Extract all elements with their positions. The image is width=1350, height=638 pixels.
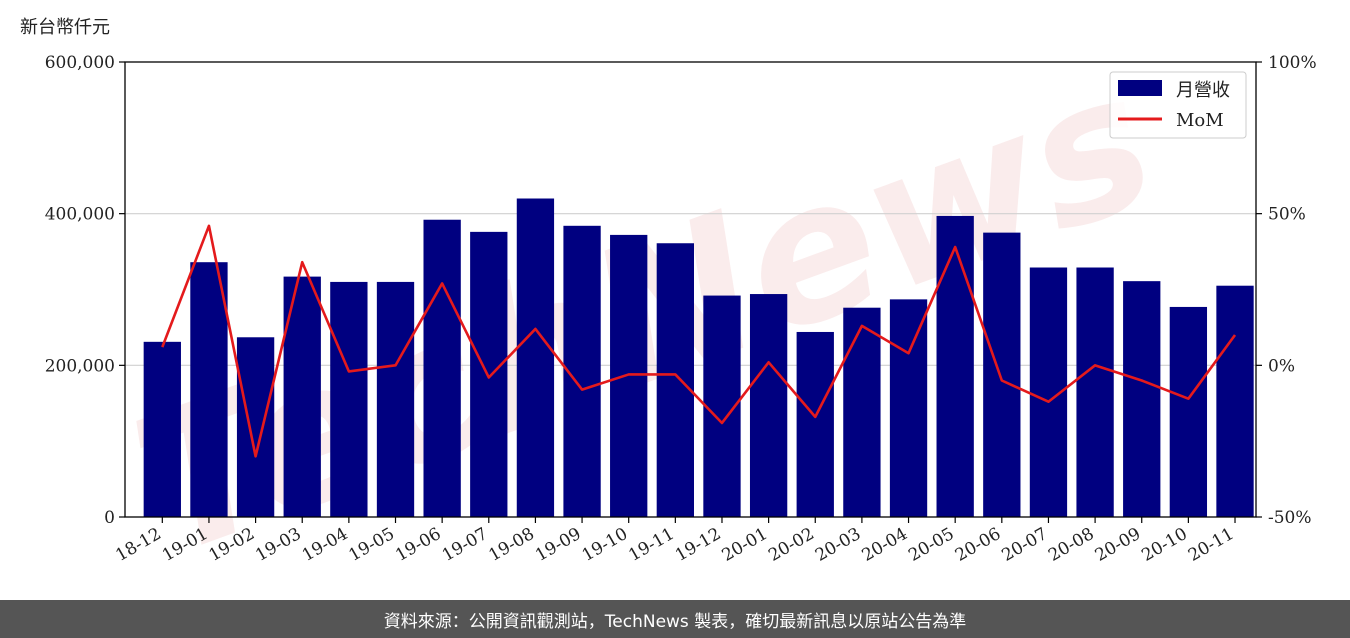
revenue-bar: [796, 331, 834, 517]
revenue-bar: [749, 294, 788, 517]
revenue-bar: [1169, 306, 1208, 517]
revenue-bar: [1076, 267, 1114, 517]
revenue-bar: [1123, 281, 1161, 517]
y-left-tick-label: 0: [104, 508, 115, 528]
chart: TechNews 0200,000400,000600,000-50%0%50%…: [20, 17, 1317, 598]
x-tick-label: 20-01: [719, 524, 771, 566]
revenue-bar: [236, 337, 275, 517]
y-right-tick-label: 50%: [1268, 205, 1306, 225]
legend-label-revenue: 月營收: [1176, 80, 1230, 101]
revenue-bar: [936, 215, 974, 518]
x-tick-label: 19-09: [532, 524, 584, 566]
footer-banner: 資料來源：公開資訊觀測站，TechNews 製表，確切最新訊息以原站公告為準: [0, 600, 1350, 638]
x-tick-label: 19-10: [579, 524, 631, 566]
x-tick-label: 19-08: [485, 524, 537, 566]
revenue-bar: [516, 198, 555, 517]
revenue-bar: [983, 232, 1021, 517]
revenue-bar: [376, 281, 415, 517]
y-left-tick-label: 600,000: [45, 53, 115, 73]
x-tick-label: 20-11: [1185, 524, 1237, 566]
revenue-bar: [330, 281, 368, 517]
plot-frame: [124, 61, 1257, 518]
revenue-bar: [143, 341, 181, 517]
revenue-bar: [610, 234, 648, 517]
x-tick-label: 20-07: [999, 524, 1051, 566]
x-tick-label: 19-06: [392, 524, 444, 566]
x-tick-label: 20-03: [812, 524, 864, 566]
x-tick-label: 20-04: [859, 524, 911, 566]
y-right-tick-label: 100%: [1268, 53, 1317, 73]
mom-line: [161, 224, 1237, 458]
revenue-bar: [843, 307, 881, 517]
footer-source-text: 資料來源：公開資訊觀測站，TechNews 製表，確切最新訊息以原站公告為準: [383, 611, 967, 632]
legend-label-mom: MoM: [1176, 110, 1224, 131]
x-tick-label: 20-09: [1092, 524, 1144, 566]
x-tick-label: 19-11: [625, 524, 677, 566]
revenue-bar: [1216, 285, 1254, 517]
y-left-tick-label: 200,000: [45, 356, 115, 376]
mom-line-layer: [161, 224, 1237, 458]
x-tick-label: 20-05: [905, 524, 957, 566]
revenue-bar: [190, 262, 228, 517]
y-unit-label: 新台幣仟元: [20, 17, 110, 38]
y-right-tick-label: 0%: [1268, 356, 1295, 376]
x-tick-label: 20-06: [952, 524, 1004, 566]
x-tick-label: 20-10: [1138, 524, 1190, 566]
revenue-bar: [423, 219, 461, 517]
legend: 月營收 MoM: [1109, 71, 1247, 139]
x-tick-label: 18-12: [112, 524, 164, 566]
y-left-tick-label: 400,000: [45, 205, 115, 225]
x-tick-label: 19-07: [439, 524, 491, 566]
y-right-tick-label: -50%: [1268, 508, 1312, 528]
x-tick-label: 20-08: [1045, 524, 1097, 566]
revenue-bar: [470, 231, 508, 517]
x-tick-label: 20-02: [765, 524, 817, 566]
revenue-bar: [889, 299, 928, 517]
x-tick-label: 19-12: [672, 524, 724, 566]
legend-bar-swatch: [1118, 80, 1162, 96]
revenue-bar: [656, 243, 694, 517]
bars: [143, 198, 1254, 518]
